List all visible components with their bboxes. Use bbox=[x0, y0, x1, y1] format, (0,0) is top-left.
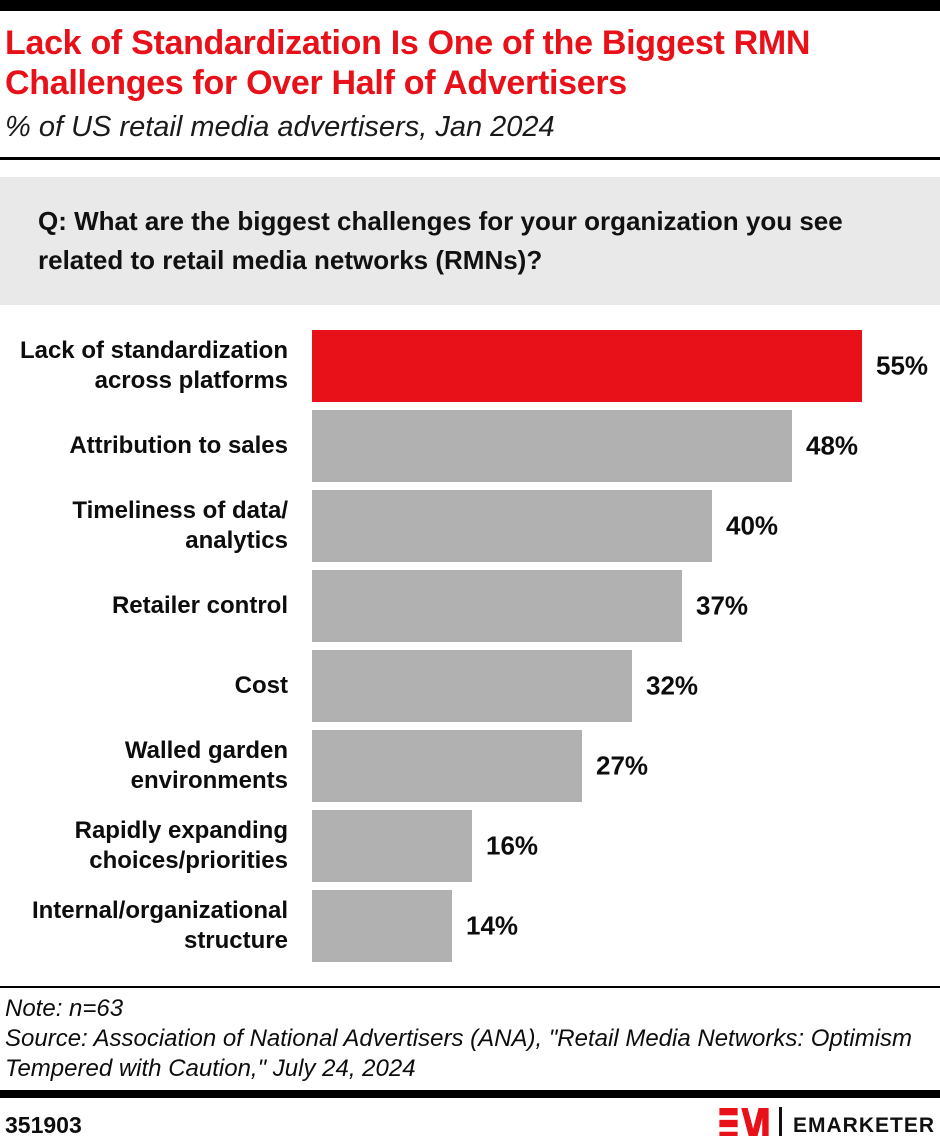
bar bbox=[312, 409, 792, 482]
chart-row: Internal/organizational structure 14% bbox=[0, 889, 940, 962]
bar-zone: 14% bbox=[312, 889, 940, 962]
page-subtitle: % of US retail media advertisers, Jan 20… bbox=[5, 111, 555, 144]
bar-label: Lack of standardization across platforms bbox=[19, 337, 288, 394]
bar bbox=[312, 329, 862, 402]
bar-zone: 37% bbox=[312, 569, 940, 642]
bar-label: Walled garden environments bbox=[124, 737, 288, 794]
bar bbox=[312, 809, 472, 882]
header: Lack of Standardization Is One of the Bi… bbox=[0, 11, 940, 145]
footer: 351903 EMARKETER bbox=[0, 1098, 940, 1136]
note-text: Note: n=63 bbox=[5, 994, 124, 1022]
bar-label: Attribution to sales bbox=[69, 431, 288, 459]
brand-wordmark: EMARKETER bbox=[792, 1113, 935, 1136]
footnote: Note: n=63 Source: Association of Nation… bbox=[0, 985, 940, 1084]
chart-row: Walled garden environments 27% bbox=[0, 729, 940, 802]
bar-zone: 48% bbox=[312, 409, 940, 482]
bar-value: 40% bbox=[726, 510, 779, 541]
logo-divider bbox=[778, 1106, 782, 1136]
chart-id: 351903 bbox=[5, 1112, 82, 1136]
bar-label: Timeliness of data/ analytics bbox=[72, 497, 288, 554]
chart-row: Cost 32% bbox=[0, 649, 940, 722]
chart-row: Timeliness of data/ analytics 40% bbox=[0, 489, 940, 562]
footer-divider bbox=[0, 1089, 940, 1098]
bar-label: Cost bbox=[234, 671, 288, 699]
bar-zone: 32% bbox=[312, 649, 940, 722]
bar-value: 14% bbox=[466, 910, 519, 941]
chart-row: Rapidly expanding choices/priorities 16% bbox=[0, 809, 940, 882]
bar-label: Retailer control bbox=[111, 591, 288, 619]
bar-value: 27% bbox=[596, 750, 649, 781]
chart-row: Attribution to sales 48% bbox=[0, 409, 940, 482]
bar-value: 32% bbox=[646, 670, 699, 701]
bar-zone: 16% bbox=[312, 809, 940, 882]
bar bbox=[312, 569, 682, 642]
bar-value: 16% bbox=[486, 830, 539, 861]
bar bbox=[312, 889, 452, 962]
bar-value: 48% bbox=[806, 430, 859, 461]
bar bbox=[312, 729, 582, 802]
page-title: Lack of Standardization Is One of the Bi… bbox=[5, 24, 811, 103]
chart-row: Retailer control 37% bbox=[0, 569, 940, 642]
survey-question: Q: What are the biggest challenges for y… bbox=[38, 205, 843, 275]
bar-chart: Lack of standardization across platforms… bbox=[0, 329, 940, 962]
bar bbox=[312, 489, 712, 562]
question-box: Q: What are the biggest challenges for y… bbox=[0, 176, 940, 305]
bar-value: 55% bbox=[876, 350, 929, 381]
source-text: Source: Association of National Advertis… bbox=[5, 1024, 913, 1082]
bar-value: 37% bbox=[696, 590, 749, 621]
bar-zone: 27% bbox=[312, 729, 940, 802]
emarketer-logo-icon bbox=[719, 1107, 769, 1136]
chart-row: Lack of standardization across platforms… bbox=[0, 329, 940, 402]
bar-label: Internal/organizational structure bbox=[31, 897, 288, 954]
bar bbox=[312, 649, 632, 722]
brand-logo: EMARKETER bbox=[719, 1106, 935, 1136]
top-black-bar bbox=[0, 0, 940, 11]
header-divider bbox=[0, 156, 940, 160]
bar-label: Rapidly expanding choices/priorities bbox=[74, 817, 288, 874]
bar-zone: 55% bbox=[312, 329, 940, 402]
bar-zone: 40% bbox=[312, 489, 940, 562]
